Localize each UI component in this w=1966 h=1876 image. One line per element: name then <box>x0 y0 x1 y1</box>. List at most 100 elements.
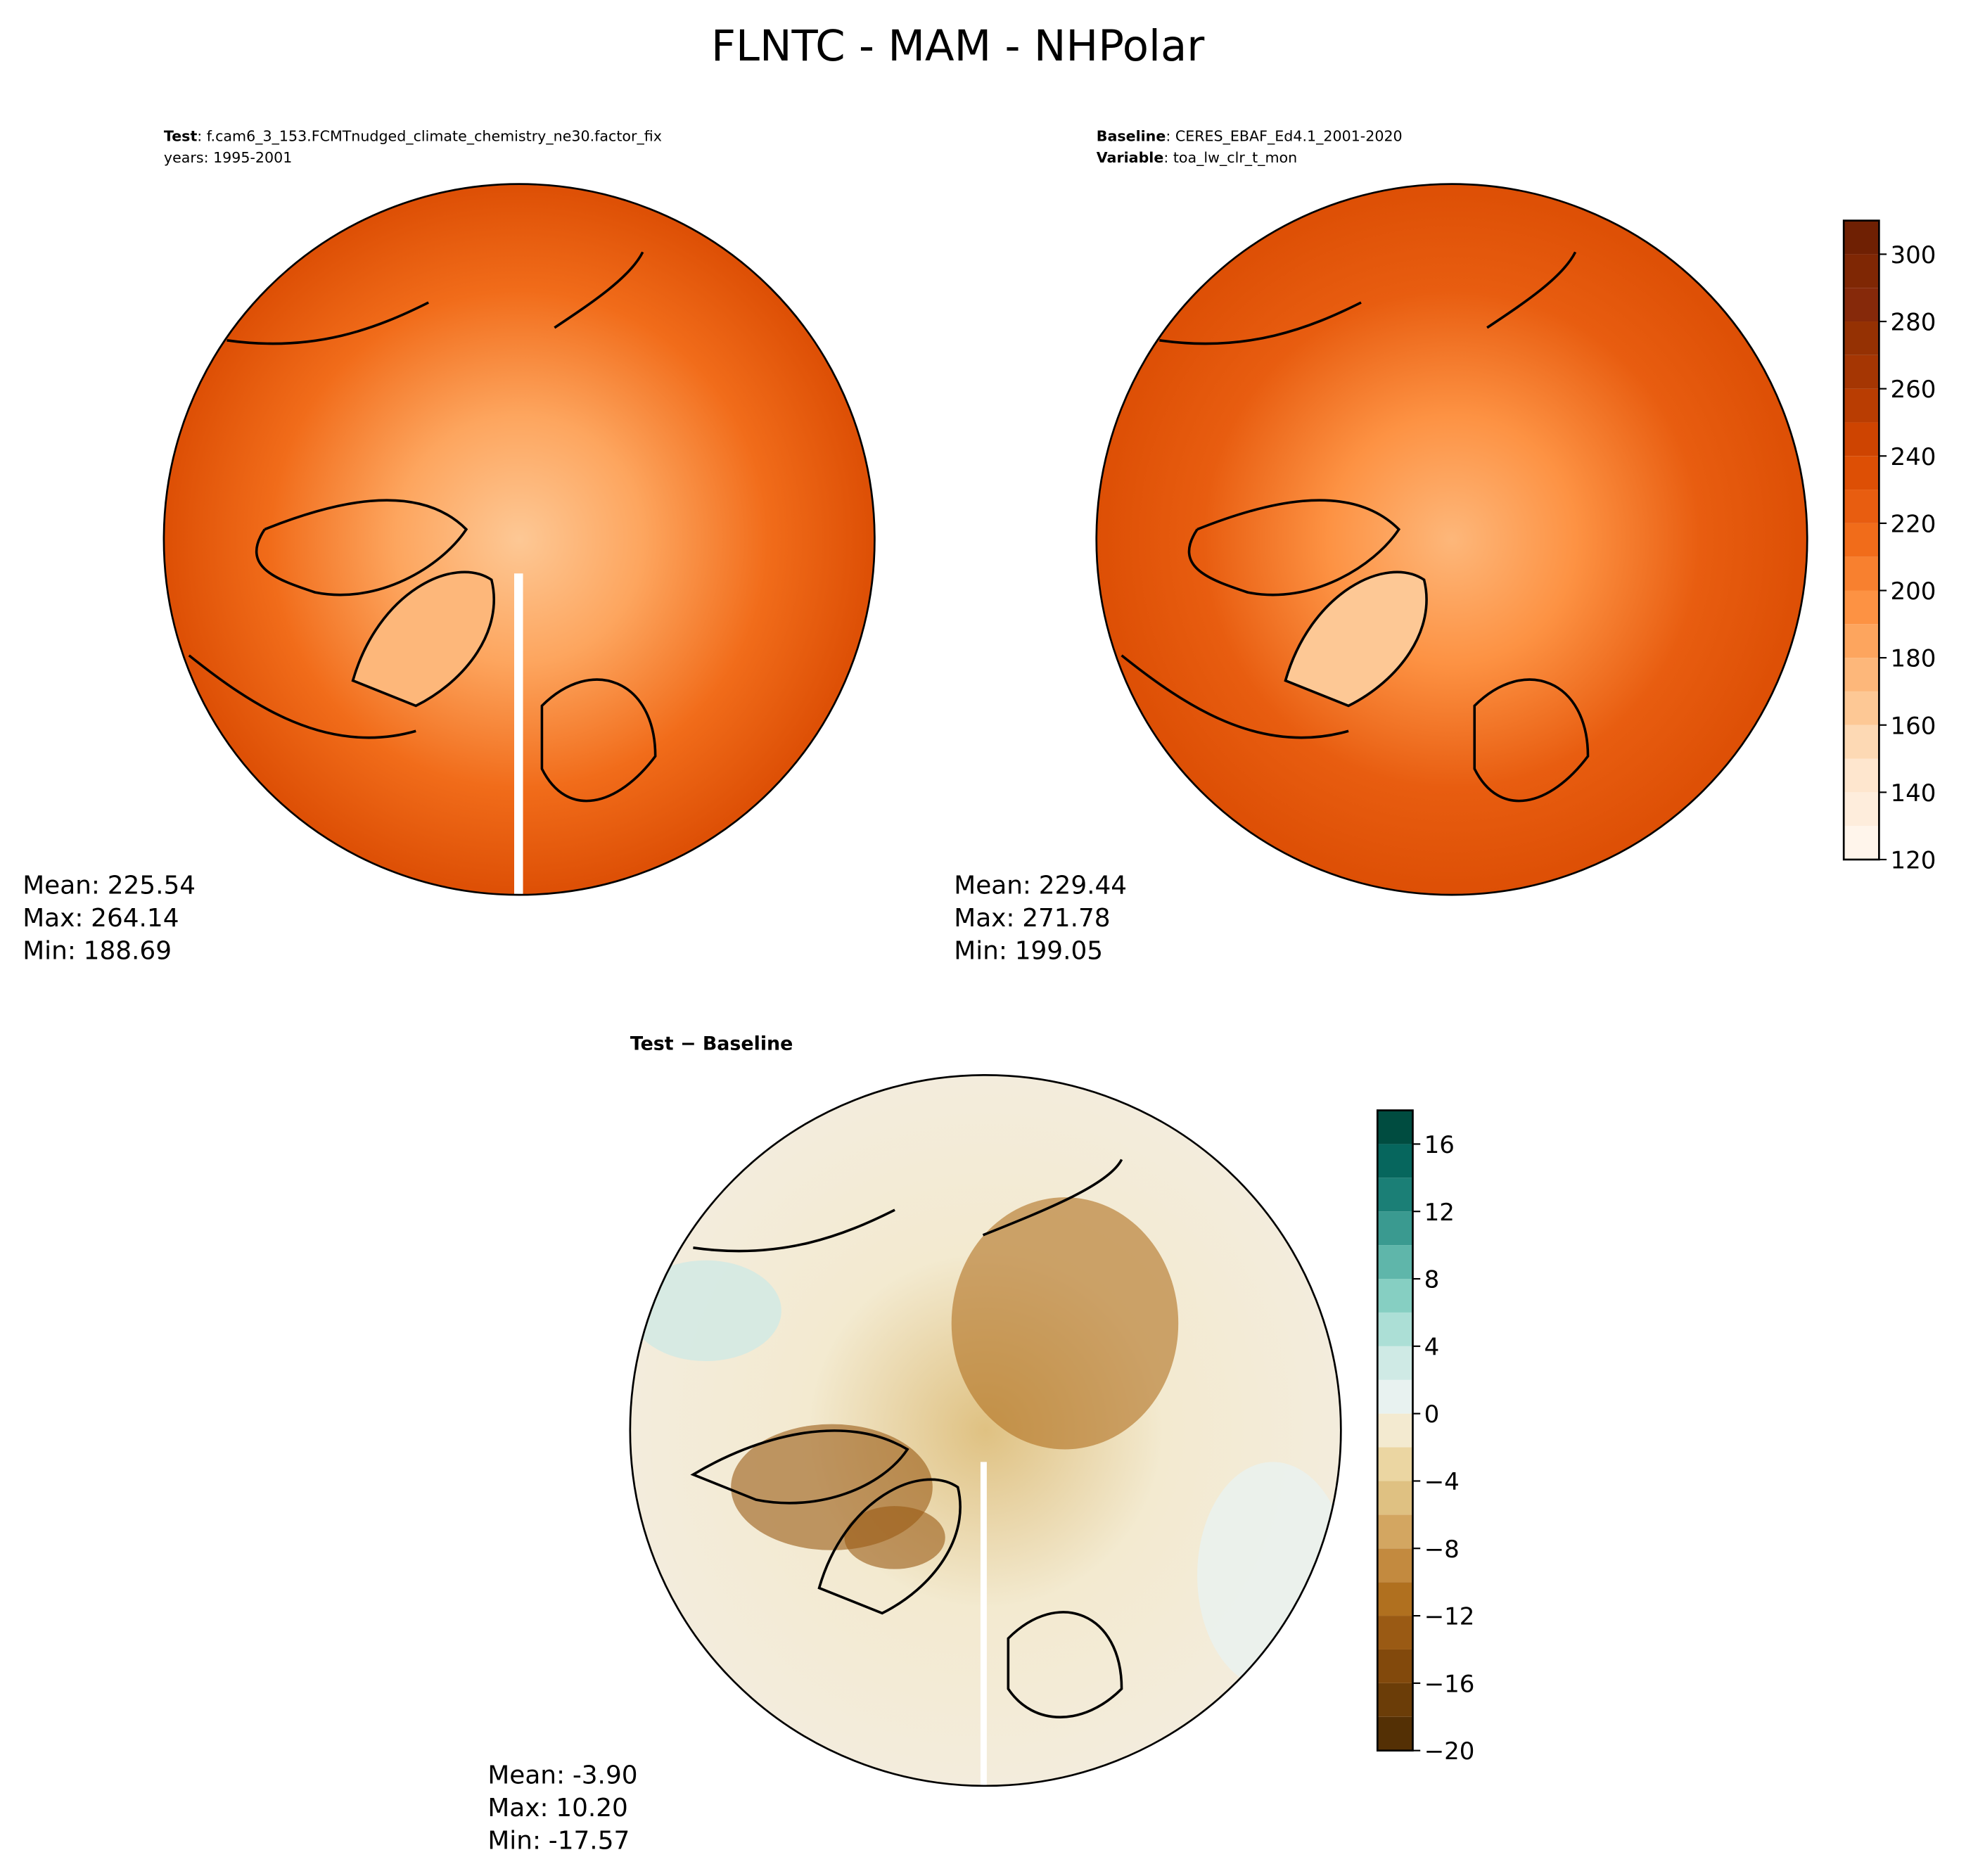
stat-name: Max: <box>954 904 1014 933</box>
panel-header: Test − Baseline <box>630 1033 793 1055</box>
stat: Min: -17.57 <box>487 1826 630 1855</box>
colorbar-segment <box>1844 556 1879 591</box>
colorbar-segment <box>1844 388 1879 423</box>
colorbar-tick-label: 16 <box>1424 1131 1455 1159</box>
colorbar-tick-label: −20 <box>1424 1737 1475 1766</box>
panel-header: Test: f.cam6_3_153.FCMTnudged_climate_ch… <box>164 128 662 146</box>
stat-value: 225.54 <box>108 871 196 900</box>
colorbar-segment <box>1377 1178 1413 1212</box>
colorbar-tick-label: 0 <box>1424 1400 1440 1429</box>
colorbar-tick-label: 240 <box>1891 443 1936 471</box>
colorbar-segment <box>1844 254 1879 288</box>
map <box>162 183 876 896</box>
colorbar-tick-label: 12 <box>1424 1199 1455 1227</box>
colorbar-segment <box>1377 1649 1413 1683</box>
colorbar-segment <box>1844 792 1879 827</box>
colorbar-segment <box>1844 422 1879 457</box>
colorbar-segment <box>1377 1514 1413 1549</box>
colorbar-tick-label: −16 <box>1424 1670 1475 1698</box>
stat-name: Max: <box>487 1794 548 1823</box>
stat-value: 264.14 <box>91 904 179 933</box>
colorbar-segment <box>1377 1481 1413 1515</box>
colorbar-segment <box>1377 1346 1413 1380</box>
header-text: : f.cam6_3_153.FCMTnudged_climate_chemis… <box>197 128 662 146</box>
colorbar-tick-label: 280 <box>1891 309 1936 337</box>
stat: Min: 188.69 <box>23 937 172 966</box>
colorbar-segment <box>1844 490 1879 523</box>
colorbar-segment <box>1377 1683 1413 1717</box>
colorbar-tick-label: 140 <box>1891 779 1936 808</box>
stat-value: -17.57 <box>549 1826 630 1855</box>
colorbar-tick-label: −8 <box>1424 1536 1460 1564</box>
colorbar-segment <box>1844 691 1879 725</box>
colorbar-tick-label: 200 <box>1891 578 1936 606</box>
colorbar-segment <box>1844 456 1879 490</box>
colorbar-segment <box>1377 1144 1413 1178</box>
stat-name: Min: <box>487 1826 541 1855</box>
header-key: Variable <box>1097 149 1164 166</box>
colorbar-segment <box>1377 1110 1413 1144</box>
stat-value: 229.44 <box>1039 871 1127 900</box>
colorbar-segment <box>1377 1582 1413 1616</box>
stat: Min: 199.05 <box>954 937 1103 966</box>
stat-name: Max: <box>23 904 83 933</box>
header-text: years: 1995-2001 <box>164 149 292 166</box>
colorbar-segment <box>1844 658 1879 691</box>
colorbar-segment <box>1377 1245 1413 1280</box>
stat-value: 271.78 <box>1022 904 1110 933</box>
colorbar-segment <box>1377 1413 1413 1448</box>
colorbar-tick-label: 4 <box>1424 1333 1440 1361</box>
stat-name: Min: <box>954 937 1007 966</box>
colorbar-segment <box>1844 826 1879 860</box>
map <box>629 1074 1342 1787</box>
stat-name: Mean: <box>23 871 100 900</box>
header-text: : CERES_EBAF_Ed4.1_2001-2020 <box>1166 128 1402 146</box>
stat-value: -3.90 <box>573 1761 638 1789</box>
colorbar-segment <box>1844 590 1879 625</box>
colorbar-tick-label: 260 <box>1891 376 1936 404</box>
colorbar-segment <box>1844 220 1879 255</box>
colorbar-tick-label: 120 <box>1891 847 1936 875</box>
colorbar-tick-label: 160 <box>1891 712 1936 740</box>
colorbar-tick-label: 300 <box>1891 241 1936 269</box>
stat: Mean: 229.44 <box>954 871 1127 900</box>
header-key: Test <box>164 128 198 145</box>
colorbar-segment <box>1377 1716 1413 1751</box>
colorbar-segment <box>1377 1379 1413 1414</box>
map <box>1095 183 1808 896</box>
colorbar-segment <box>1377 1548 1413 1583</box>
colorbar-segment <box>1844 523 1879 557</box>
colorbar-tick-label: 8 <box>1424 1266 1440 1294</box>
colorbar-segment <box>1844 321 1879 355</box>
panel-header: Variable: toa_lw_clr_t_mon <box>1097 149 1297 167</box>
colorbar-segment <box>1844 725 1879 759</box>
stat: Max: 271.78 <box>954 904 1110 933</box>
stat: Max: 10.20 <box>487 1794 627 1823</box>
colorbar-frame <box>1376 1109 1414 1752</box>
stat: Mean: 225.54 <box>23 871 196 900</box>
colorbar-segment <box>1377 1211 1413 1246</box>
stat-value: 199.05 <box>1015 937 1103 966</box>
stat-name: Mean: <box>487 1761 565 1789</box>
colorbar-segment <box>1377 1616 1413 1650</box>
panel-header: years: 1995-2001 <box>164 149 292 166</box>
colorbar-segment <box>1844 624 1879 658</box>
colorbar-segment <box>1844 288 1879 322</box>
header-text: : toa_lw_clr_t_mon <box>1163 149 1297 167</box>
stat-name: Min: <box>23 937 76 966</box>
stat-value: 188.69 <box>84 937 172 966</box>
colorbar-segment <box>1377 1279 1413 1313</box>
stat: Max: 264.14 <box>23 904 179 933</box>
colorbar-segment <box>1844 758 1879 793</box>
colorbar-segment <box>1377 1447 1413 1481</box>
colorbar-tick-label: −12 <box>1424 1603 1475 1631</box>
colorbar-frame <box>1842 219 1880 861</box>
colorbar-tick-label: −4 <box>1424 1468 1460 1496</box>
colorbar-segment <box>1377 1312 1413 1346</box>
colorbar-tick-label: 220 <box>1891 510 1936 538</box>
stat: Mean: -3.90 <box>487 1761 637 1789</box>
header-key: Baseline <box>1097 128 1166 145</box>
colorbar-tick-label: 180 <box>1891 645 1936 673</box>
panel-header: Baseline: CERES_EBAF_Ed4.1_2001-2020 <box>1097 128 1403 146</box>
